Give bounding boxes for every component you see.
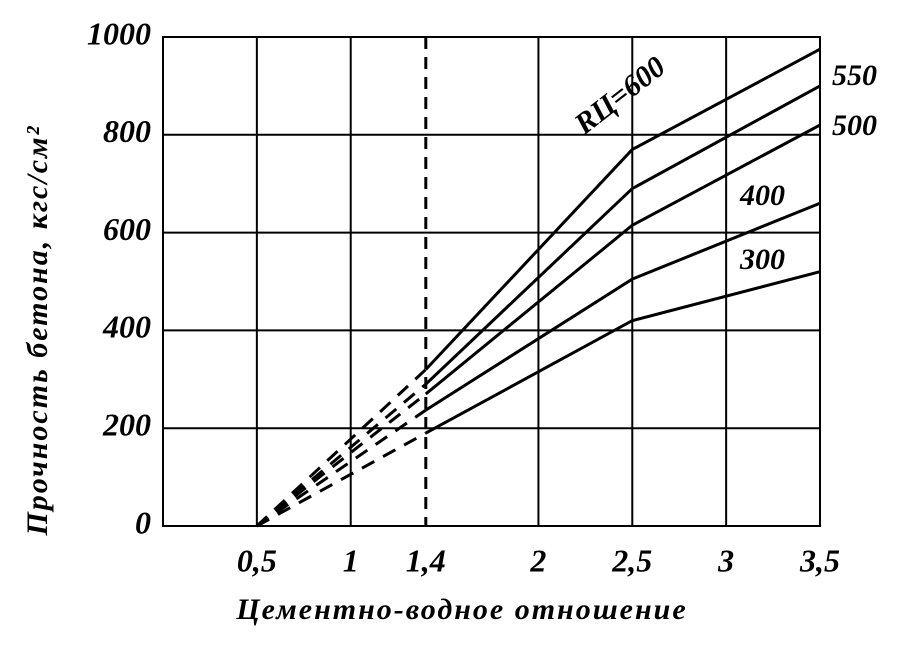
series-label: 500: [832, 109, 877, 142]
x-tick-label: 2: [529, 542, 546, 578]
x-tick-label: 3: [717, 542, 734, 578]
x-tick-label: 0,5: [237, 542, 277, 578]
series-line: [256, 431, 427, 528]
x-tick-label: 3,5: [799, 542, 840, 578]
y-tick-label: 0: [135, 504, 151, 540]
x-tick-label: 2,5: [611, 542, 652, 578]
y-tick-label: 800: [103, 113, 151, 149]
y-tick-label: 1000: [87, 15, 151, 51]
y-tick-label: 200: [102, 407, 151, 443]
series-line: [424, 123, 821, 396]
series-label: 400: [739, 179, 785, 212]
y-axis-label: Прочность бетона, кгс/см²: [21, 124, 54, 536]
series-line: [424, 201, 821, 412]
y-tick-label: 600: [103, 211, 151, 247]
x-axis-label: Цементно-водное отношение: [235, 593, 687, 626]
series-line: [424, 84, 821, 386]
plot-frame: [162, 36, 821, 527]
series-line: [255, 368, 427, 528]
series-line: [255, 383, 427, 528]
series-label: 300: [739, 243, 785, 276]
x-tick-label: 1,4: [406, 542, 446, 578]
series-line: [424, 47, 821, 371]
series-label: 550: [832, 59, 877, 92]
series-line: [425, 270, 821, 435]
x-tick-label: 1: [343, 542, 359, 578]
series-line: [256, 408, 427, 528]
series-label: RЦ=600: [567, 50, 671, 142]
y-tick-label: 400: [102, 309, 151, 345]
